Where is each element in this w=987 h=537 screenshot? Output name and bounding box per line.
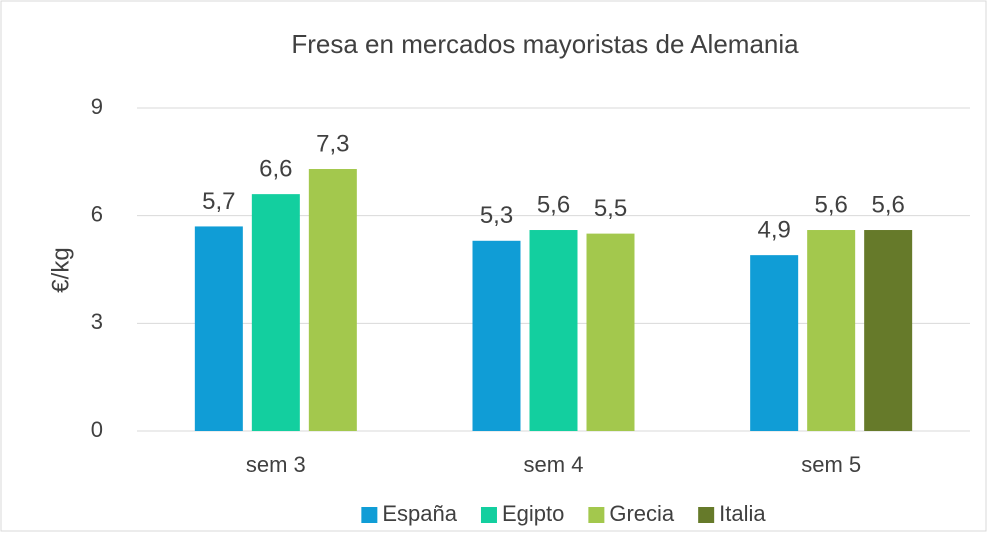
value-label: 5,6 [537, 191, 570, 218]
value-label: 6,6 [259, 155, 292, 182]
bar [194, 226, 243, 431]
value-label: 5,6 [871, 191, 904, 218]
y-tick-label: 9 [91, 94, 103, 119]
value-label: 7,3 [316, 130, 349, 157]
bar [807, 230, 856, 431]
legend-label: Grecia [609, 501, 675, 526]
legend-swatch [480, 507, 497, 523]
legend-swatch [698, 507, 715, 523]
bar [251, 194, 300, 431]
legend-label: Egipto [502, 501, 564, 526]
y-tick-label: 6 [91, 201, 103, 226]
y-tick-label: 3 [91, 309, 103, 334]
x-tick-label: sem 3 [246, 452, 306, 477]
value-label: 5,5 [594, 195, 627, 222]
y-axis-label: €/kg [47, 247, 74, 292]
value-label: 4,9 [757, 216, 790, 243]
legend-swatch [588, 507, 605, 523]
value-label: 5,6 [814, 191, 847, 218]
bar [472, 240, 521, 431]
legend-label: Italia [719, 501, 766, 526]
bar [529, 230, 578, 431]
chart-title: Fresa en mercados mayoristas de Alemania [291, 29, 799, 59]
value-label: 5,3 [480, 202, 513, 229]
x-tick-label: sem 4 [524, 452, 584, 477]
x-tick-label: sem 5 [801, 452, 861, 477]
bar [308, 169, 357, 431]
value-label: 5,7 [202, 188, 235, 215]
bar [586, 233, 635, 431]
bar [864, 230, 913, 431]
y-tick-label: 0 [91, 417, 103, 442]
legend-label: España [382, 501, 457, 526]
legend-swatch [361, 507, 378, 523]
bar [750, 255, 799, 431]
